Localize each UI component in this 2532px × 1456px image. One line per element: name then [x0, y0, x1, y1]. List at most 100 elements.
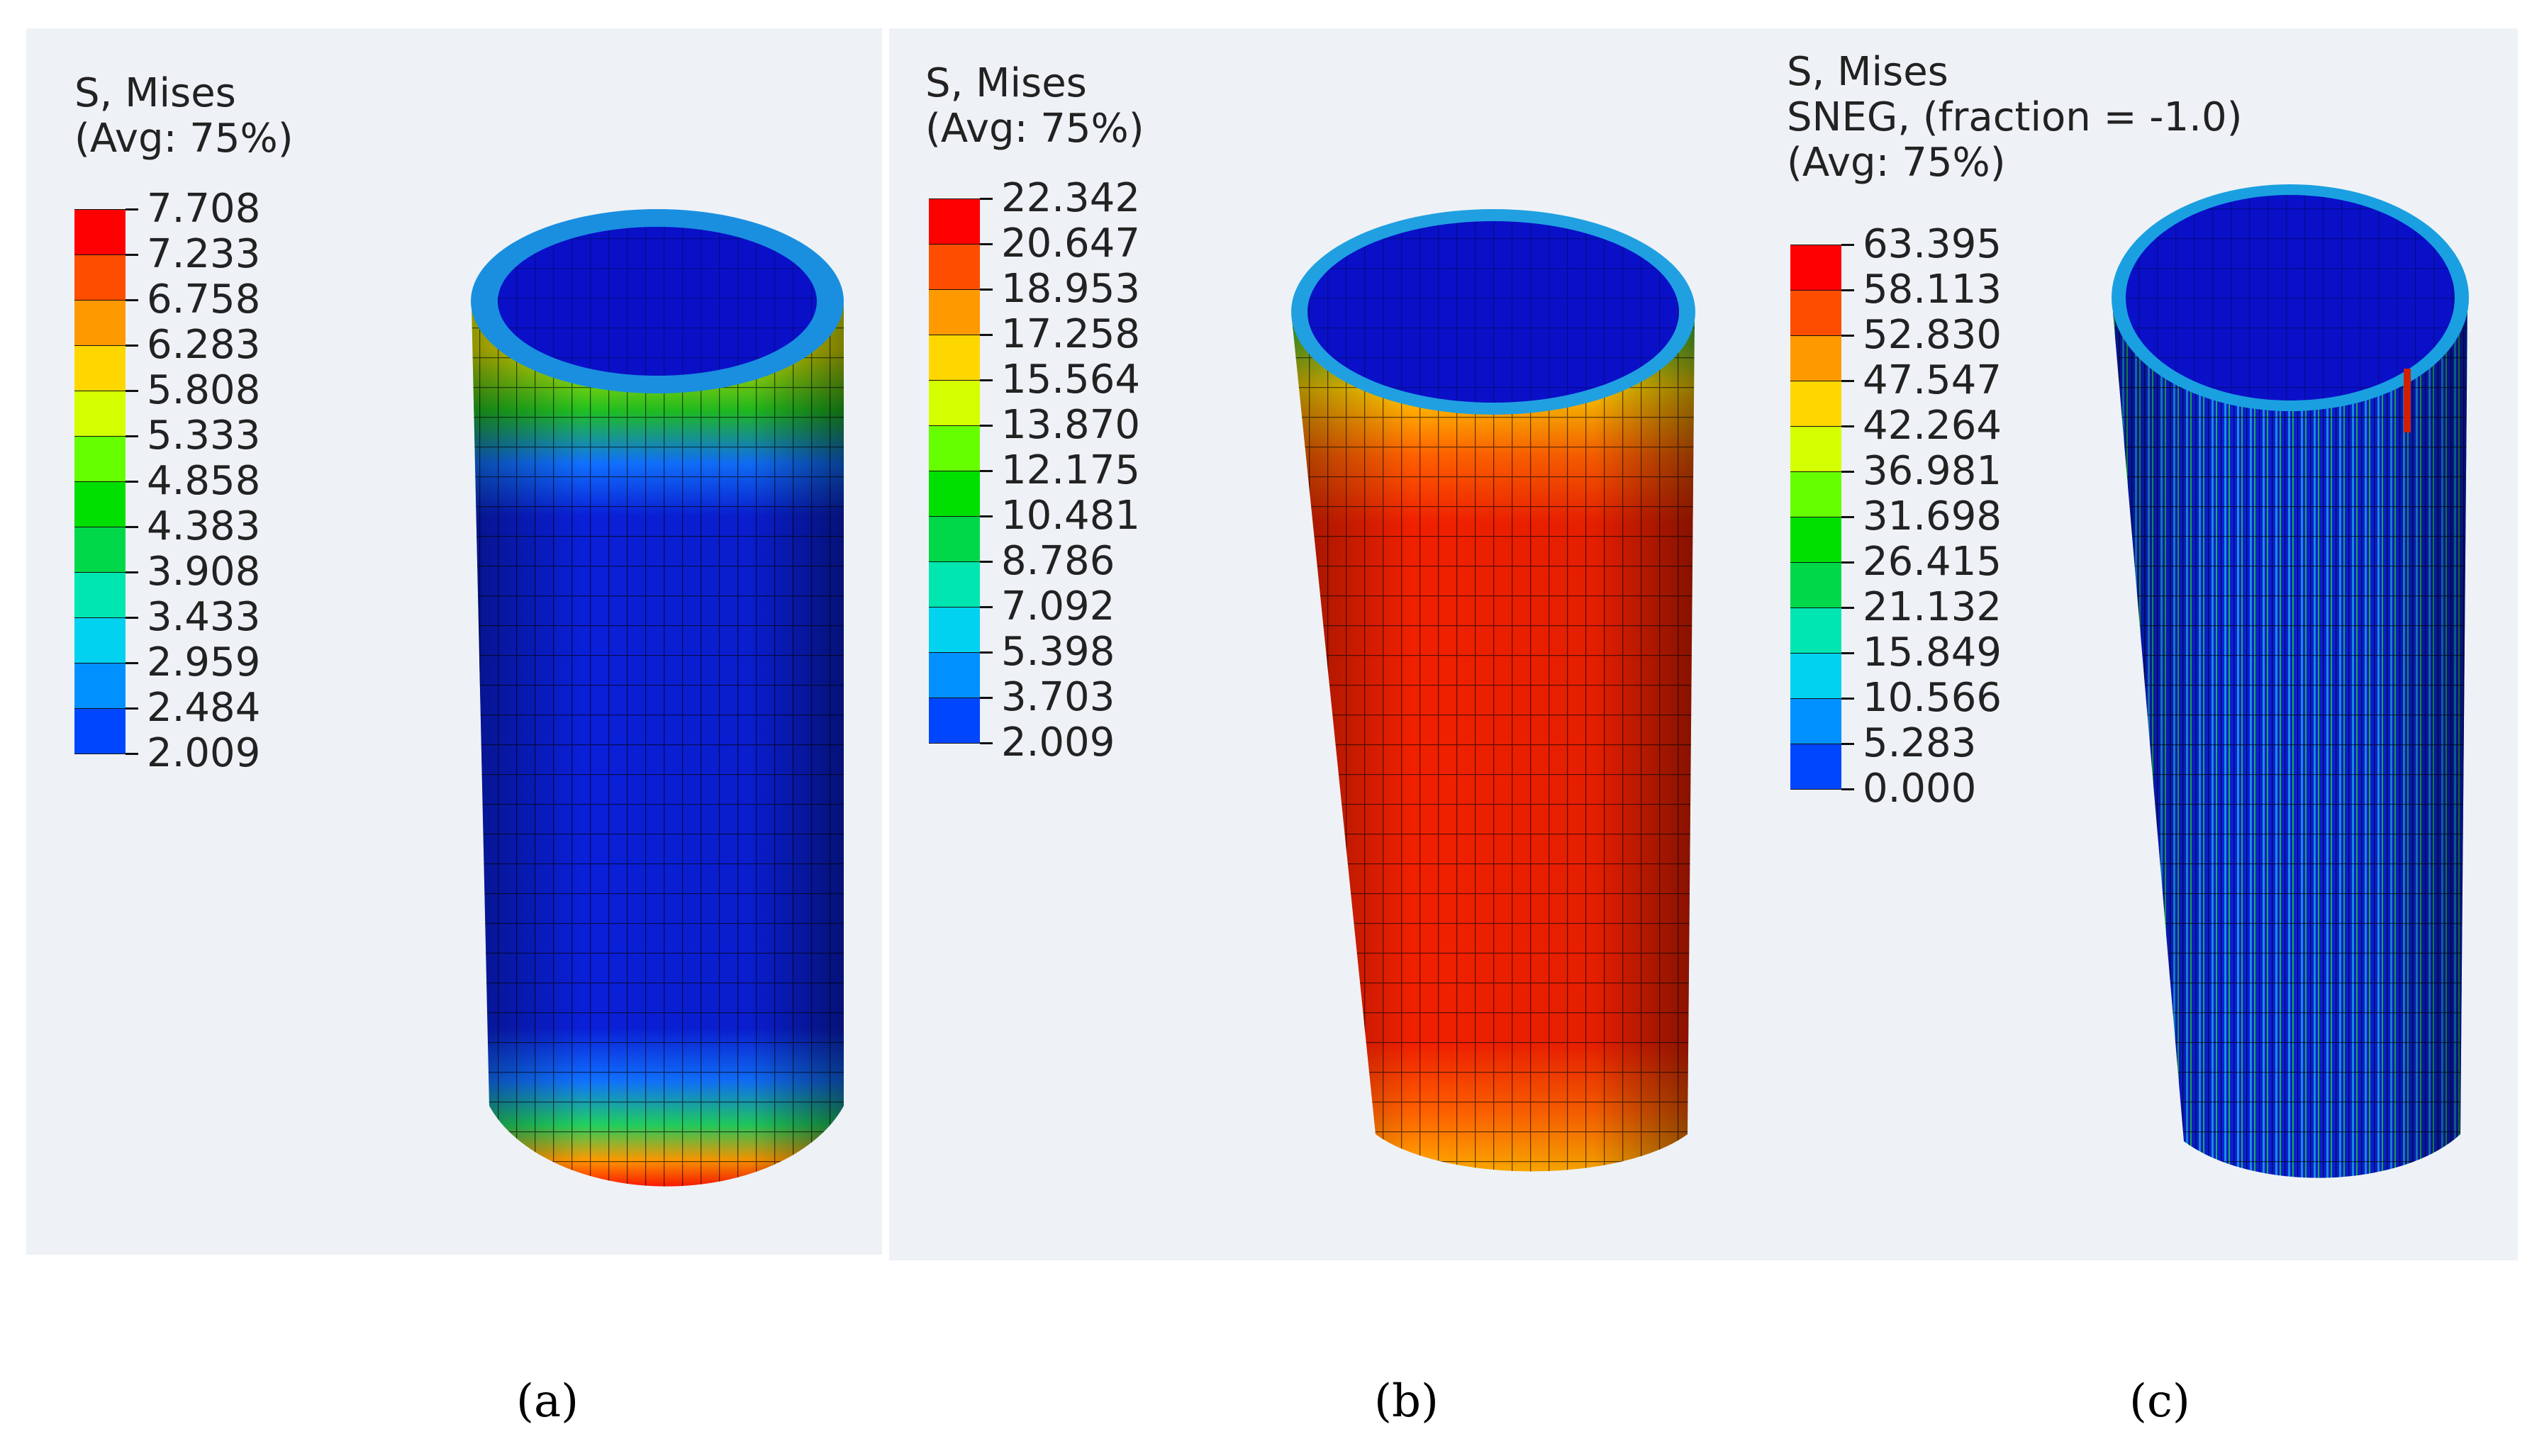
- legend-a-tick-label: 3.908: [147, 549, 261, 595]
- legend-c-tick: [1841, 652, 1854, 654]
- legend-c-tick: [1841, 425, 1854, 427]
- legend-a-swatch: [74, 254, 126, 301]
- caption-c: (c): [2129, 1375, 2190, 1428]
- legend-a-tick-label: 4.858: [147, 458, 261, 504]
- legend-c-avg: (Avg: 75%): [1787, 140, 2006, 186]
- legend-a-tick-label: 3.433: [147, 594, 261, 640]
- legend-c-swatch: [1790, 744, 1841, 790]
- legend-a-tick: [126, 345, 138, 347]
- legend-c-tick: [1841, 516, 1854, 518]
- legend-b-tick-label: 3.703: [1001, 674, 1115, 720]
- legend-c-tick: [1841, 289, 1854, 291]
- legend-c-tick-label: 58.113: [1863, 267, 2002, 313]
- legend-a-tick: [126, 662, 138, 664]
- legend-a-tick: [126, 481, 138, 483]
- legend-b-swatch: [929, 561, 980, 607]
- legend-a-tick: [126, 435, 138, 437]
- legend-b-swatch: [929, 471, 980, 517]
- legend-c-tick: [1841, 743, 1854, 745]
- caption-a: (a): [516, 1375, 579, 1428]
- legend-b-tick-label: 7.092: [1001, 583, 1115, 629]
- legend-c-swatch: [1790, 653, 1841, 699]
- legend-a: S, Mises (Avg: 75%): [74, 71, 294, 162]
- legend-a-tick: [126, 617, 138, 619]
- legend-a-swatch: [74, 617, 126, 663]
- legend-c-swatch: [1790, 426, 1841, 472]
- legend-b-tick-label: 8.786: [1001, 538, 1115, 584]
- legend-a-tick: [126, 707, 138, 710]
- legend-a-tick: [126, 390, 138, 392]
- legend-c-tick: [1841, 561, 1854, 564]
- legend-b-tick: [980, 651, 993, 654]
- legend-a-tick: [126, 753, 138, 755]
- legend-a-swatch: [74, 436, 126, 482]
- legend-b-tick: [980, 289, 993, 291]
- legend-a-swatch: [74, 481, 126, 527]
- legend-b-swatch: [929, 652, 980, 698]
- legend-b: S, Mises (Avg: 75%): [925, 61, 1144, 152]
- legend-c-tick: [1841, 471, 1854, 473]
- legend-b-swatch: [929, 289, 980, 335]
- legend-b-tick: [980, 606, 993, 608]
- legend-b-tick-label: 22.342: [1001, 175, 1140, 221]
- legend-c-swatch: [1790, 335, 1841, 381]
- legend-b-tick: [980, 697, 993, 699]
- legend-b-tick-label: 20.647: [1001, 220, 1140, 267]
- legend-c-tick-label: 42.264: [1863, 403, 2002, 449]
- legend-b-tick-label: 12.175: [1001, 447, 1140, 493]
- legend-c-tick-label: 5.283: [1863, 720, 1977, 766]
- legend-c-tick: [1841, 788, 1854, 790]
- legend-c-tick: [1841, 335, 1854, 337]
- legend-a-tick-label: 6.758: [147, 276, 261, 323]
- legend-c-title: S, Mises: [1787, 49, 1948, 95]
- legend-b-tick: [980, 742, 993, 744]
- legend-b-tick: [980, 561, 993, 563]
- cylinder-b: [1291, 209, 1695, 1172]
- legend-a-tick: [126, 208, 138, 211]
- legend-c-tick-label: 26.415: [1863, 539, 2002, 585]
- legend-b-tick-label: 10.481: [1001, 493, 1140, 539]
- legend-a-title: S, Mises: [74, 70, 236, 116]
- legend-a-swatch: [74, 209, 126, 255]
- legend-b-tick-label: 5.398: [1001, 629, 1115, 675]
- legend-c-tick-label: 52.830: [1863, 312, 2002, 358]
- legend-c-tick-label: 47.547: [1863, 357, 2002, 403]
- legend-a-tick-label: 5.808: [147, 367, 261, 413]
- legend-b-tick-label: 18.953: [1001, 266, 1140, 312]
- legend-b-tick: [980, 243, 993, 245]
- legend-a-tick: [126, 254, 138, 256]
- legend-a-tick-label: 2.009: [147, 730, 261, 776]
- legend-c-tick-label: 10.566: [1863, 675, 2002, 721]
- legend-b-tick-label: 15.564: [1001, 357, 1140, 403]
- legend-c-tick: [1841, 607, 1854, 609]
- legend-a-tick-label: 5.333: [147, 413, 261, 459]
- legend-c-tick-label: 21.132: [1863, 584, 2002, 630]
- legend-c-tick: [1841, 380, 1854, 382]
- cylinder-c: [2112, 184, 2469, 1178]
- legend-a-swatch: [74, 345, 126, 391]
- legend-c-tick: [1841, 698, 1854, 700]
- legend-a-subtitle: (Avg: 75%): [74, 116, 294, 162]
- legend-c-swatch: [1790, 562, 1841, 608]
- legend-b-tick-label: 17.258: [1001, 311, 1140, 357]
- legend-a-tick-label: 4.383: [147, 503, 261, 549]
- legend-b-tick: [980, 470, 993, 472]
- legend-c: S, Mises SNEG, (fraction = -1.0) (Avg: 7…: [1787, 50, 2242, 186]
- legend-c-subtitle: SNEG, (fraction = -1.0): [1787, 94, 2243, 140]
- legend-b-tick-label: 13.870: [1001, 402, 1140, 448]
- legend-b-swatch: [929, 335, 980, 381]
- legend-b-swatch: [929, 244, 980, 290]
- legend-a-tick: [126, 299, 138, 301]
- legend-c-tick-label: 15.849: [1863, 629, 2002, 676]
- legend-a-tick-label: 7.233: [147, 231, 261, 277]
- legend-a-tick-label: 6.283: [147, 322, 261, 368]
- caption-b: (b): [1374, 1375, 1439, 1428]
- cylinder-a: [471, 209, 844, 1187]
- legend-c-tick: [1841, 244, 1854, 246]
- legend-b-title: S, Mises: [925, 60, 1087, 106]
- legend-b-tick: [980, 425, 993, 427]
- legend-b-tick-label: 2.009: [1001, 719, 1115, 766]
- legend-b-subtitle: (Avg: 75%): [925, 106, 1144, 152]
- legend-a-tick: [126, 526, 138, 528]
